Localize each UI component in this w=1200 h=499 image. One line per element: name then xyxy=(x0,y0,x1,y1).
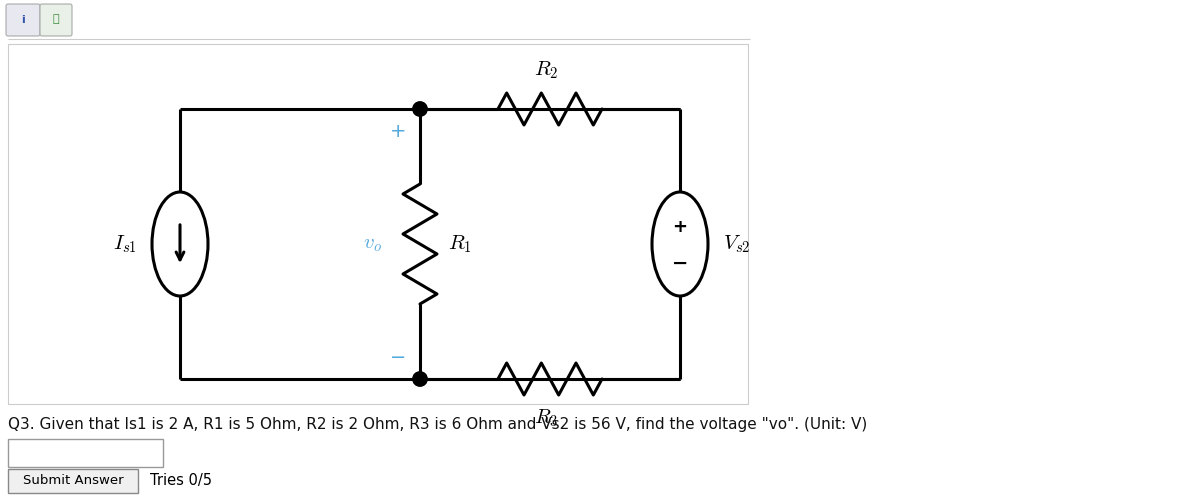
Text: $V_{s2}$: $V_{s2}$ xyxy=(722,233,750,255)
Text: −: − xyxy=(672,253,688,272)
Text: $v_o$: $v_o$ xyxy=(364,234,382,254)
FancyBboxPatch shape xyxy=(8,439,163,467)
Text: 👍: 👍 xyxy=(53,14,59,24)
Text: −: − xyxy=(390,347,406,366)
Text: +: + xyxy=(672,218,688,236)
FancyBboxPatch shape xyxy=(8,44,748,404)
FancyBboxPatch shape xyxy=(6,4,40,36)
Circle shape xyxy=(413,372,427,386)
FancyBboxPatch shape xyxy=(8,469,138,493)
Text: $I_{s1}$: $I_{s1}$ xyxy=(113,233,137,255)
Text: Q3. Given that Is1 is 2 A, R1 is 5 Ohm, R2 is 2 Ohm, R3 is 6 Ohm and Vs2 is 56 V: Q3. Given that Is1 is 2 A, R1 is 5 Ohm, … xyxy=(8,417,868,432)
FancyBboxPatch shape xyxy=(40,4,72,36)
Text: $R_3$: $R_3$ xyxy=(534,407,558,429)
Circle shape xyxy=(413,102,427,116)
Text: Submit Answer: Submit Answer xyxy=(23,475,124,488)
Text: $R_1$: $R_1$ xyxy=(448,233,472,255)
Text: +: + xyxy=(390,121,407,141)
Text: i: i xyxy=(22,14,25,24)
Text: Tries 0/5: Tries 0/5 xyxy=(150,474,212,489)
Text: $R_2$: $R_2$ xyxy=(534,59,558,81)
